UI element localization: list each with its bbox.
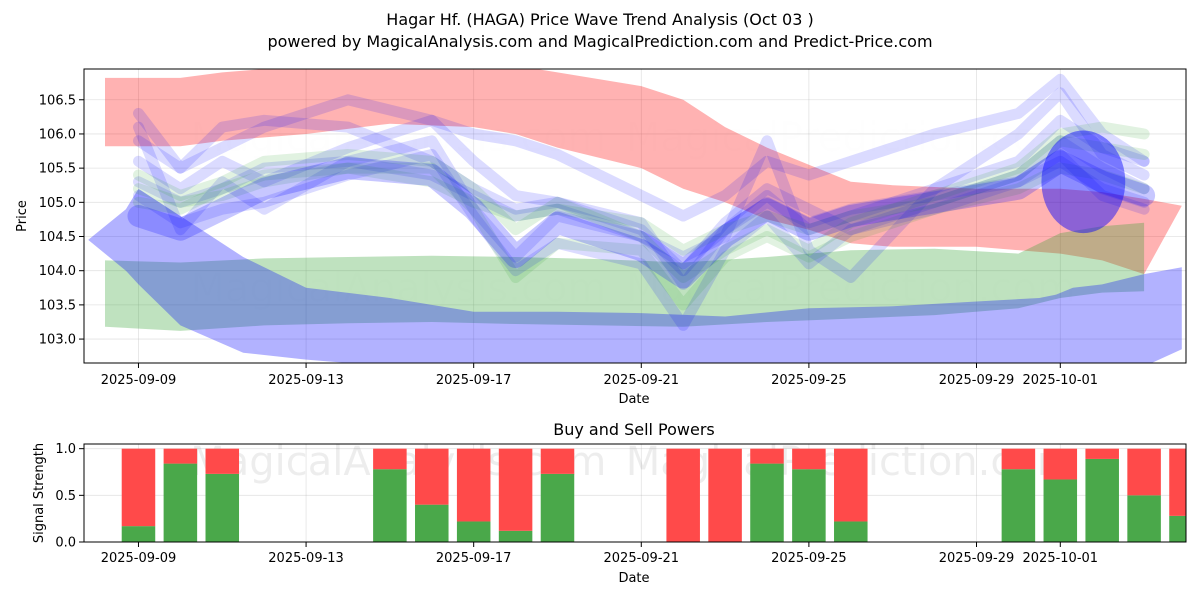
- buy-bar: [456, 521, 491, 542]
- sell-bar: [792, 448, 826, 470]
- buy-bar: [373, 469, 407, 542]
- signal-axes-frame: [83, 443, 1187, 543]
- sell-bar: [163, 448, 198, 464]
- buy-bar: [1001, 469, 1036, 542]
- sell-bar: [1085, 448, 1119, 459]
- price-x-tick-label: 2025-09-21: [604, 373, 680, 388]
- wave-line-green: [133, 162, 1150, 311]
- price-x-tick-label: 2025-09-17: [436, 373, 512, 388]
- signal-bars: [121, 448, 1186, 542]
- sell-bar: [708, 448, 742, 542]
- signal-x-label: Date: [618, 571, 649, 586]
- wave-line-blue: [127, 150, 1156, 289]
- signal-x-tick-label: 2025-09-17: [436, 551, 512, 566]
- price-x-tick-label: 2025-09-29: [939, 373, 1015, 388]
- signal-y-tick-label: 0.0: [55, 536, 76, 551]
- signal-x-ticks: 2025-09-09 2025-09-13 2025-09-17 2025-09-21…: [101, 542, 1098, 566]
- sell-bar: [1127, 448, 1161, 496]
- price-panel: MagicalAnalysis.com MagicalPrediction.com…: [15, 68, 1187, 407]
- buy-bar: [1127, 495, 1161, 542]
- signal-y-tick-label: 1.0: [55, 442, 76, 457]
- sell-bar: [205, 448, 240, 474]
- sell-bar: [121, 448, 156, 527]
- signal-x-tick-label: 2025-10-01: [1023, 551, 1099, 566]
- chart-title: Hagar Hf. (HAGA) Price Wave Trend Analys…: [386, 10, 813, 29]
- sell-bar: [1001, 448, 1036, 470]
- wave-line-blue: [133, 87, 1150, 283]
- sell-bar: [373, 448, 407, 470]
- price-axes-frame: [83, 68, 1187, 364]
- sell-bar: [666, 448, 700, 542]
- sell-bar: [415, 448, 449, 505]
- signal-y-ticks: 0.0 0.5 1.0: [55, 442, 84, 551]
- price-x-tick-label: 2025-10-01: [1023, 373, 1099, 388]
- green-wave-band: [105, 222, 1145, 331]
- price-x-label: Date: [618, 392, 649, 407]
- price-y-tick-label: 105.5: [39, 162, 76, 177]
- buy-bar: [540, 473, 575, 542]
- wave-line-green: [133, 135, 1150, 256]
- price-grid: [84, 69, 1186, 363]
- chart-subtitle: powered by MagicalAnalysis.com and Magic…: [267, 32, 932, 51]
- sell-bar: [750, 448, 784, 464]
- wave-line-blue: [133, 135, 1150, 331]
- wave-blob: [1041, 130, 1126, 234]
- sell-bar: [498, 448, 533, 531]
- blue-wave-band: [88, 188, 1182, 363]
- wave-line-green: [133, 121, 1150, 283]
- signal-x-tick-label: 2025-09-25: [771, 551, 847, 566]
- sell-bar: [456, 448, 491, 522]
- sell-bar: [540, 448, 575, 474]
- price-series: [88, 69, 1182, 363]
- wave-line-blue: [133, 73, 1150, 222]
- signal-x-tick-label: 2025-09-21: [604, 551, 680, 566]
- buy-bar: [163, 463, 198, 542]
- wave-line-blue: [133, 155, 1150, 270]
- red-wave-band: [105, 69, 1182, 275]
- price-y-tick-label: 103.5: [39, 298, 76, 313]
- buy-bar: [121, 526, 156, 542]
- price-y-tick-label: 103.0: [39, 333, 76, 348]
- signal-title: Buy and Sell Powers: [553, 420, 715, 439]
- price-y-tick-label: 104.5: [39, 230, 76, 245]
- price-y-label: Price: [15, 200, 30, 232]
- price-y-ticks: 103.0 103.5 104.0 104.5 105.0 105.5 106.0 106.5: [39, 93, 84, 348]
- price-x-tick-label: 2025-09-25: [771, 373, 847, 388]
- signal-x-tick-label: 2025-09-29: [939, 551, 1015, 566]
- price-y-tick-label: 105.0: [39, 196, 76, 211]
- signal-panel: Buy and Sell Powers MagicalAnalysis.comM…: [32, 420, 1187, 586]
- price-x-tick-label: 2025-09-09: [101, 373, 177, 388]
- buy-bar: [415, 504, 449, 542]
- buy-bar: [792, 469, 826, 542]
- buy-bar: [498, 530, 533, 542]
- signal-y-tick-label: 0.5: [55, 489, 76, 504]
- buy-bar: [1085, 458, 1119, 542]
- buy-bar: [834, 521, 868, 542]
- buy-bar: [205, 473, 240, 542]
- signal-x-tick-label: 2025-09-09: [101, 551, 177, 566]
- price-x-ticks: 2025-09-09 2025-09-13 2025-09-17 2025-09-21…: [101, 363, 1098, 388]
- sell-bar: [834, 448, 868, 522]
- price-x-tick-label: 2025-09-13: [268, 373, 344, 388]
- sell-bar: [1169, 448, 1186, 516]
- wave-line-blue: [133, 114, 1150, 290]
- signal-x-tick-label: 2025-09-13: [268, 551, 344, 566]
- sell-bar: [1043, 448, 1078, 480]
- wave-line-blue: [133, 114, 1150, 277]
- buy-bar: [1043, 479, 1078, 542]
- buy-bar: [750, 463, 784, 542]
- price-y-tick-label: 106.0: [39, 127, 76, 142]
- buy-bar: [1169, 515, 1186, 542]
- price-y-tick-label: 104.0: [39, 264, 76, 279]
- signal-y-label: Signal Strength: [32, 443, 47, 543]
- price-y-tick-label: 106.5: [39, 93, 76, 108]
